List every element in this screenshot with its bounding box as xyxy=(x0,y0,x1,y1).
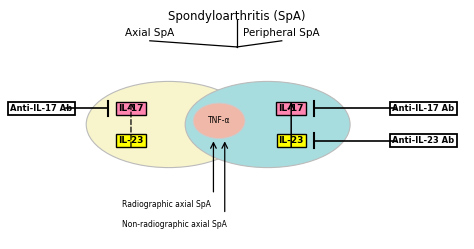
Text: IL-17: IL-17 xyxy=(118,104,144,113)
Text: IL-23: IL-23 xyxy=(118,136,144,145)
Ellipse shape xyxy=(193,103,245,138)
Ellipse shape xyxy=(185,81,350,168)
Text: Radiographic axial SpA: Radiographic axial SpA xyxy=(121,200,210,209)
Text: Anti-IL-23 Ab: Anti-IL-23 Ab xyxy=(392,136,454,145)
Text: Non-radiographic axial SpA: Non-radiographic axial SpA xyxy=(121,220,227,229)
Text: Peripheral SpA: Peripheral SpA xyxy=(244,28,320,38)
Ellipse shape xyxy=(86,81,251,168)
Text: IL-17: IL-17 xyxy=(278,104,304,113)
Text: Axial SpA: Axial SpA xyxy=(125,28,174,38)
Text: TNF-α: TNF-α xyxy=(208,116,230,125)
Text: Anti-IL-17 Ab: Anti-IL-17 Ab xyxy=(392,104,454,113)
Text: IL-23: IL-23 xyxy=(279,136,304,145)
Text: Spondyloarthritis (SpA): Spondyloarthritis (SpA) xyxy=(168,10,306,23)
Text: Anti-IL-17 Ab: Anti-IL-17 Ab xyxy=(10,104,73,113)
